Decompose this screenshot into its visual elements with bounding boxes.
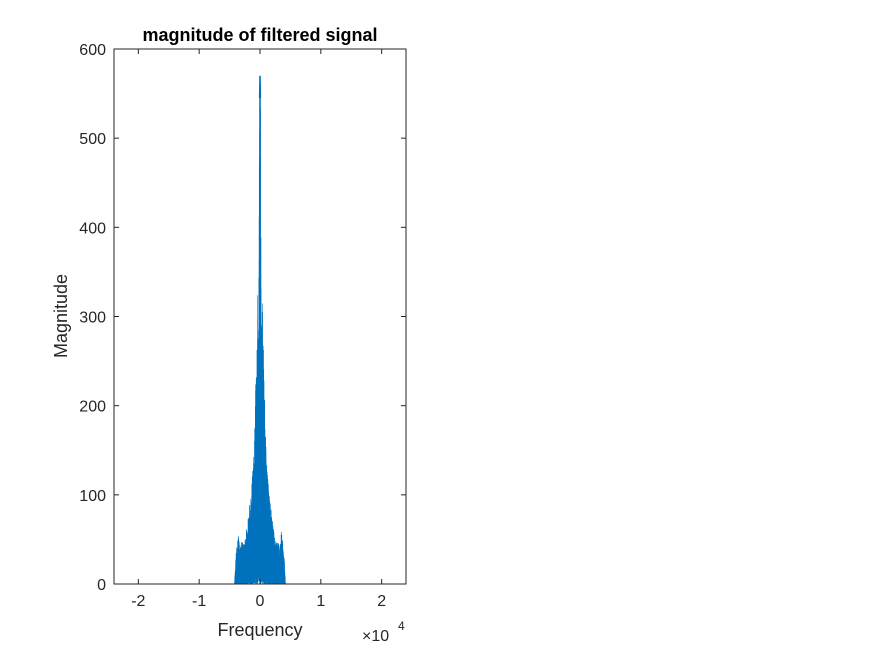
y-tick-label: 600 (79, 42, 106, 59)
x-exponent-base: ×10 (362, 628, 389, 645)
y-tick-label: 300 (79, 310, 106, 327)
y-tick-label: 200 (79, 399, 106, 416)
y-tick-label: 400 (79, 220, 106, 237)
y-tick-label: 0 (97, 577, 106, 594)
x-tick-label: -1 (192, 593, 206, 610)
x-tick-label: 1 (316, 593, 325, 610)
y-axis-label: Magnitude (51, 274, 71, 358)
x-tick-label: 0 (256, 593, 265, 610)
series-layer (114, 75, 406, 585)
x-axis-label: Frequency (217, 620, 302, 640)
y-tick-label: 100 (79, 488, 106, 505)
y-tick-label: 500 (79, 131, 106, 148)
chart-title: magnitude of filtered signal (142, 25, 377, 45)
ticks-layer: -2 -1 0 1 2 0 100 200 300 400 500 600 (79, 42, 406, 610)
x-tick-label: 2 (377, 593, 386, 610)
x-exponent-power: 4 (398, 619, 405, 633)
x-tick-label: -2 (131, 593, 145, 610)
series-peak (258, 75, 262, 567)
